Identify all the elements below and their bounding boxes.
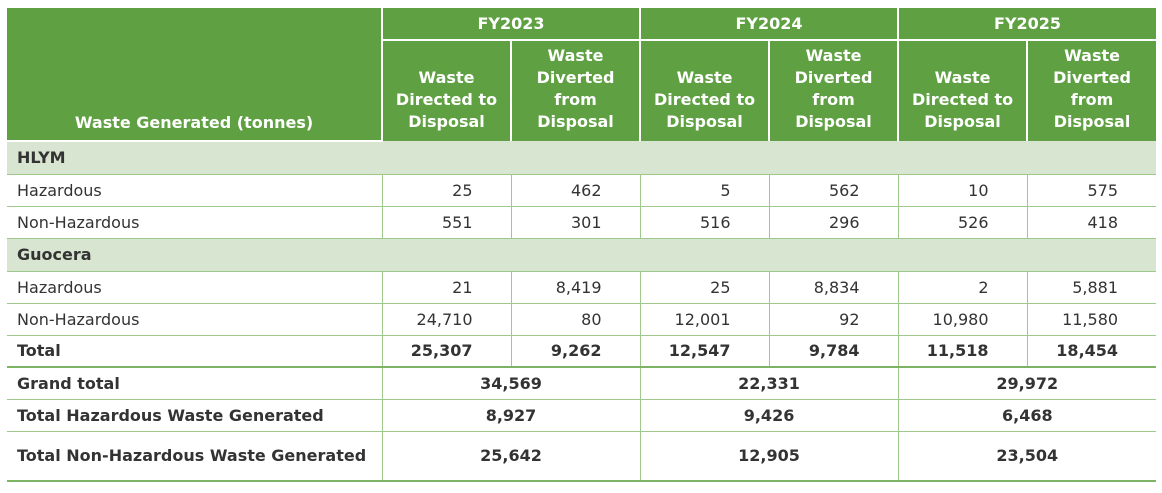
table-cell: 34,569: [382, 367, 641, 400]
row-label: Total Hazardous Waste Generated: [7, 399, 383, 432]
non-hazardous-total-row: Total Non-Hazardous Waste Generated 25,6…: [7, 431, 1157, 482]
row-label: Hazardous: [7, 271, 383, 304]
table-cell: 9,262: [511, 335, 641, 368]
table-cell: 10,980: [898, 303, 1028, 336]
table-cell: 5,881: [1027, 271, 1157, 304]
table-cell: 11,580: [1027, 303, 1157, 336]
year-header-fy2025: FY2025: [898, 8, 1157, 41]
table-cell: 12,547: [640, 335, 770, 368]
row-label: Total: [7, 335, 383, 368]
table-cell: 23,504: [898, 431, 1157, 482]
table-cell: 80: [511, 303, 641, 336]
table-cell: 462: [511, 174, 641, 207]
table-row: Hazardous 21 8,419 25 8,834 2 5,881: [7, 271, 1157, 304]
table-cell: 6,468: [898, 399, 1157, 432]
table-cell: 25,307: [382, 335, 512, 368]
table-cell: 92: [769, 303, 899, 336]
table-cell: 551: [382, 206, 512, 239]
row-label: Non-Hazardous: [7, 303, 383, 336]
table-cell: 12,001: [640, 303, 770, 336]
row-label-header: Waste Generated (tonnes): [7, 8, 383, 142]
table-cell: 21: [382, 271, 512, 304]
table-cell: 24,710: [382, 303, 512, 336]
table-cell: 562: [769, 174, 899, 207]
table-cell: 8,834: [769, 271, 899, 304]
table-cell: 9,426: [640, 399, 899, 432]
group-row-hlym: HLYM: [7, 141, 1157, 175]
table-cell: 11,518: [898, 335, 1028, 368]
table-cell: 5: [640, 174, 770, 207]
waste-table: Waste Generated (tonnes) FY2023 FY2024 F…: [7, 8, 1157, 482]
table-cell: 22,331: [640, 367, 899, 400]
col-diverted-header: Waste Diverted from Disposal: [1027, 40, 1157, 141]
year-header-fy2023: FY2023: [382, 8, 642, 41]
table-cell: 12,905: [640, 431, 899, 482]
table-cell: 8,419: [511, 271, 641, 304]
col-diverted-header: Waste Diverted from Disposal: [769, 40, 900, 141]
group-name: HLYM: [7, 141, 1157, 175]
table-cell: 575: [1027, 174, 1157, 207]
table-cell: 516: [640, 206, 770, 239]
table-row: Hazardous 25 462 5 562 10 575: [7, 174, 1157, 207]
total-row: Total 25,307 9,262 12,547 9,784 11,518 1…: [7, 335, 1157, 368]
table-cell: 9,784: [769, 335, 899, 368]
col-directed-header: Waste Directed to Disposal: [640, 40, 771, 141]
year-header-fy2024: FY2024: [640, 8, 900, 41]
table-cell: 526: [898, 206, 1028, 239]
hazardous-total-row: Total Hazardous Waste Generated 8,927 9,…: [7, 399, 1157, 432]
col-directed-header: Waste Directed to Disposal: [382, 40, 512, 141]
table-cell: 301: [511, 206, 641, 239]
grand-total-row: Grand total 34,569 22,331 29,972: [7, 367, 1157, 400]
row-label: Hazardous: [7, 174, 383, 207]
table-row: Non-Hazardous 551 301 516 296 526 418: [7, 206, 1157, 239]
col-diverted-header: Waste Diverted from Disposal: [511, 40, 642, 141]
table-cell: 418: [1027, 206, 1157, 239]
col-directed-header: Waste Directed to Disposal: [898, 40, 1029, 141]
table-cell: 25: [640, 271, 770, 304]
row-label: Non-Hazardous: [7, 206, 383, 239]
group-name: Guocera: [7, 238, 1157, 272]
table-cell: 296: [769, 206, 899, 239]
table-cell: 10: [898, 174, 1028, 207]
table-cell: 25,642: [382, 431, 641, 482]
table-cell: 2: [898, 271, 1028, 304]
table-cell: 25: [382, 174, 512, 207]
row-label: Grand total: [7, 367, 383, 400]
table-row: Non-Hazardous 24,710 80 12,001 92 10,980…: [7, 303, 1157, 336]
table-cell: 29,972: [898, 367, 1157, 400]
table-cell: 8,927: [382, 399, 641, 432]
table-cell: 18,454: [1027, 335, 1157, 368]
row-label: Total Non-Hazardous Waste Generated: [7, 431, 383, 482]
group-row-guocera: Guocera: [7, 238, 1157, 272]
